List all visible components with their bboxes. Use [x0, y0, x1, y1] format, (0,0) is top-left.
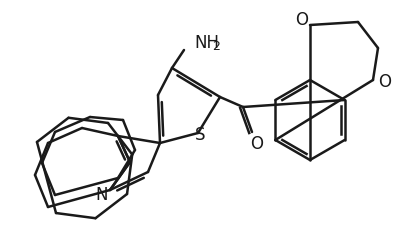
Text: N: N [96, 186, 108, 204]
Text: S: S [195, 126, 205, 144]
Text: NH: NH [194, 34, 219, 52]
Text: O: O [296, 11, 309, 29]
Text: O: O [379, 73, 392, 91]
Text: O: O [251, 135, 264, 153]
Text: 2: 2 [212, 40, 220, 53]
